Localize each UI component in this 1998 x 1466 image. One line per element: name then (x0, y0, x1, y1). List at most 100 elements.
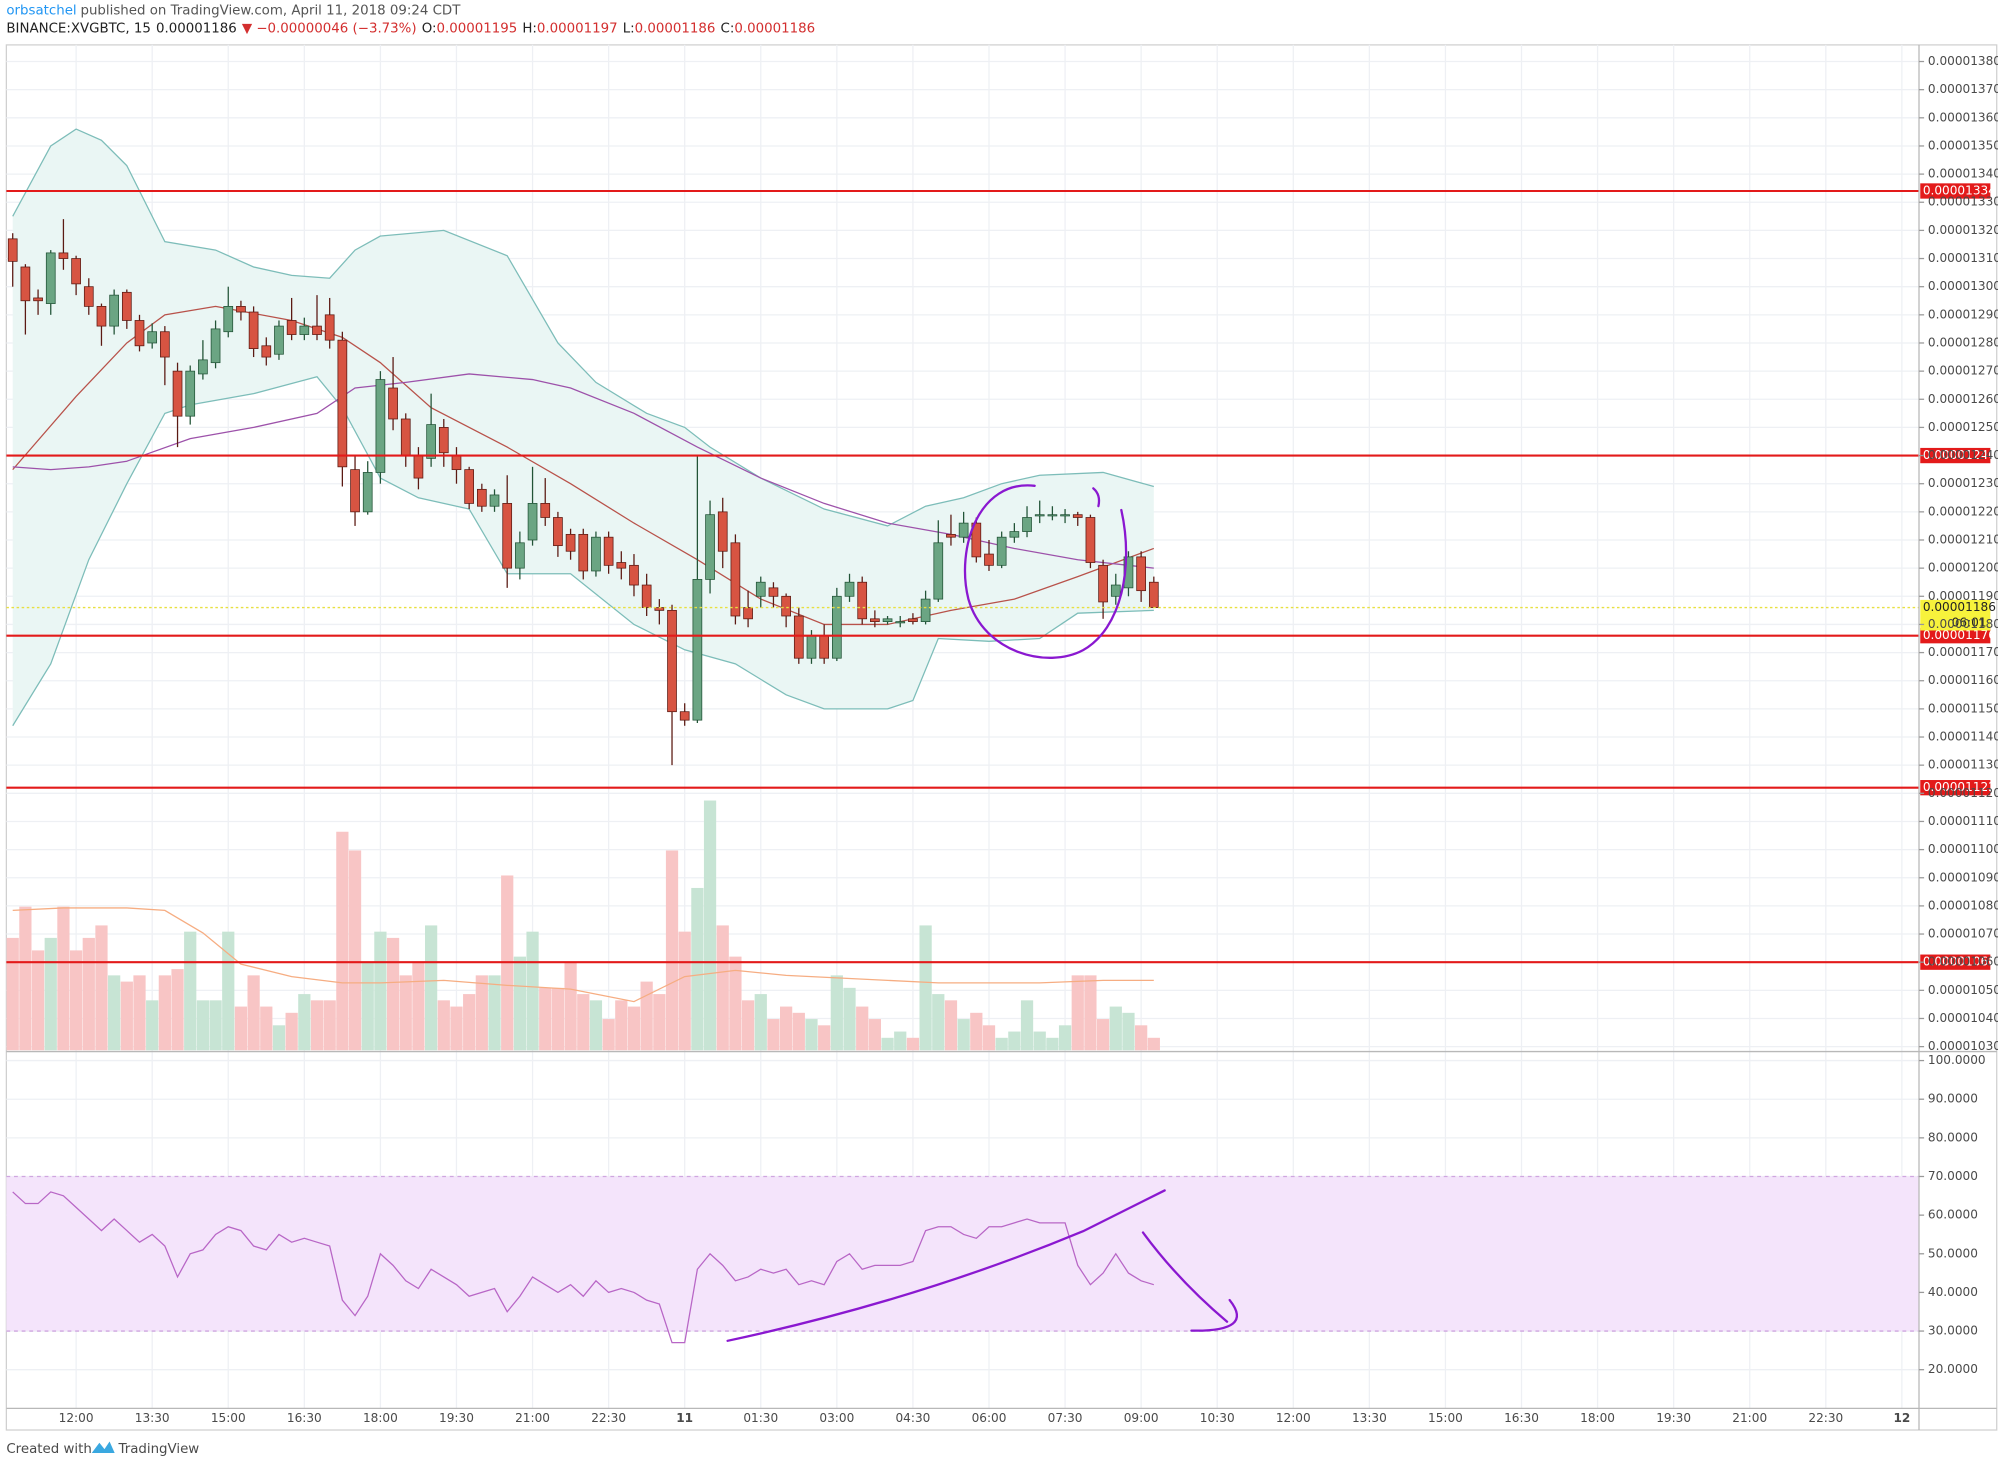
symbol-line: BINANCE:XVGBTC, 15 0.00001186 ▼ −0.0000004… (6, 21, 815, 36)
candle-body (603, 536, 614, 566)
rsi-tick-label: 80.0000 (1928, 1130, 1978, 1144)
candle-body (730, 542, 741, 617)
y-tick-label: 0.00001320 (1928, 223, 1998, 237)
volume-bar (386, 937, 400, 1051)
volume-bar (970, 1012, 983, 1051)
candle-body (946, 533, 956, 538)
candle-body (1085, 517, 1096, 563)
x-tick-label: 13:30 (1352, 1411, 1387, 1425)
candle-body (1098, 564, 1108, 603)
candle-body (438, 427, 449, 454)
candle-body (844, 581, 855, 597)
x-tick-label: 19:30 (439, 1411, 474, 1425)
footer-brand[interactable]: TradingView (118, 1442, 200, 1457)
x-tick-label: 15:00 (211, 1411, 246, 1425)
y-tick-label: 0.00001040 (1928, 1011, 1998, 1025)
moving-average (12, 305, 1155, 626)
volume-bar (1020, 1000, 1034, 1051)
volume-bar (412, 962, 425, 1051)
volume-bar (171, 969, 184, 1051)
volume-bar (868, 1019, 881, 1051)
candle-body (629, 564, 639, 586)
volume-bar (526, 931, 539, 1051)
candle-body (641, 584, 652, 608)
candle-body (971, 522, 982, 558)
volume-bar (653, 994, 666, 1051)
rsi-tick-label: 60.0000 (1928, 1208, 1978, 1222)
candle-body (388, 387, 398, 420)
candle-body (147, 331, 158, 344)
volume-bar (475, 975, 488, 1051)
volume-bar (399, 975, 412, 1051)
bollinger-fill (12, 129, 1154, 726)
level-label: 0.00001334 (1923, 183, 1996, 197)
candle-body (476, 488, 487, 507)
volume-bar (1084, 975, 1097, 1051)
candle-body (591, 536, 601, 572)
level-label: 0.00001122 (1923, 780, 1996, 794)
volume-bar (310, 1000, 324, 1051)
candle-body (667, 609, 677, 713)
volume-bar (767, 1019, 780, 1051)
volume-bar (678, 931, 691, 1051)
last-price-box (1920, 599, 1991, 631)
author[interactable]: orbsatchel (6, 4, 76, 19)
volume-bar (665, 850, 679, 1051)
volume-bar (57, 906, 70, 1051)
y-tick-label: 0.00001100 (1928, 842, 1998, 856)
x-tick-label: 12 (1893, 1411, 1910, 1425)
y-tick-label: 0.00001090 (1928, 870, 1998, 884)
volume-bar (856, 1006, 869, 1051)
y-tick-label: 0.00001140 (1928, 730, 1998, 744)
candle-body (933, 542, 944, 600)
volume-bar (298, 994, 311, 1051)
volume-ma (12, 907, 1154, 1003)
volume-bar (564, 962, 577, 1051)
candle-body (1110, 584, 1121, 597)
x-tick-label: 10:30 (1200, 1411, 1235, 1425)
candle-body (920, 598, 931, 623)
candle-body (958, 522, 969, 538)
y-tick-label: 0.00001260 (1928, 392, 1998, 406)
candle-body (350, 469, 360, 513)
drawn-stroke (1092, 487, 1101, 508)
candle-body (160, 331, 170, 358)
volume-bar (437, 1000, 450, 1051)
rsi-tick-label: 50.0000 (1928, 1246, 1978, 1260)
level-label-box (1920, 183, 1991, 199)
candle-body (996, 536, 1007, 566)
volume-bar (716, 925, 729, 1051)
volume-bar (209, 1000, 222, 1051)
candle-body (20, 266, 31, 302)
change: ▼ −0.00000046 (−3.73%) (242, 21, 417, 36)
volume-bar (944, 1000, 958, 1051)
candle-body (426, 424, 436, 459)
drawn-arrow-head (1190, 1298, 1239, 1332)
x-tick-label: 16:30 (287, 1411, 322, 1425)
x-tick-label: 21:00 (1732, 1411, 1767, 1425)
volume-bar (881, 1037, 894, 1051)
volume-bar (577, 994, 590, 1051)
candle-body (299, 325, 310, 335)
y-tick-label: 0.00001120 (1928, 786, 1998, 800)
candle-body (337, 339, 348, 468)
volume-bar (1096, 1019, 1110, 1051)
volume-bar (551, 987, 565, 1051)
volume-bar (336, 831, 349, 1051)
volume-bar (374, 931, 387, 1051)
volume-bar (247, 975, 260, 1051)
x-tick-label: 18:00 (1580, 1411, 1615, 1425)
y-tick-label: 0.00001180 (1928, 617, 1998, 631)
logo (91, 1441, 115, 1453)
volume-bar (1135, 1025, 1148, 1051)
candle-body (286, 320, 297, 335)
x-tick-label: 15:00 (1428, 1411, 1463, 1425)
rsi-tick-label: 100.0000 (1928, 1053, 1986, 1067)
candle-body (413, 455, 424, 479)
volume-bar (830, 975, 843, 1051)
volume-bar (818, 1025, 831, 1051)
candle-body (464, 469, 475, 504)
candle-body (236, 306, 246, 313)
volume-bar (19, 906, 32, 1051)
